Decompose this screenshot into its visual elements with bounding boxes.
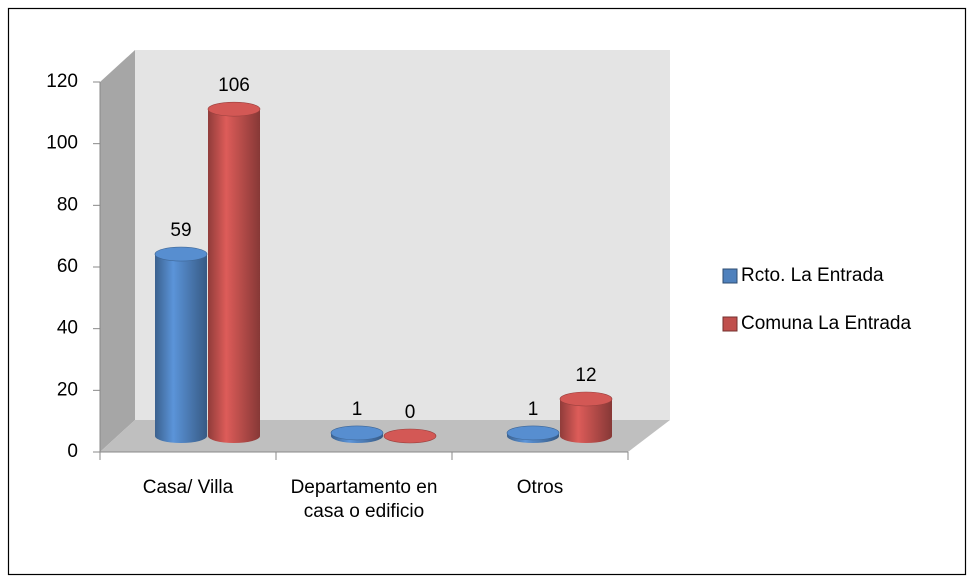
bar: [207, 101, 261, 444]
x-tick-label: Departamento en casa o edificio: [290, 477, 438, 522]
y-tick-label: 20: [57, 379, 78, 400]
bar-top: [506, 425, 560, 441]
bar: [383, 428, 437, 444]
bar: [330, 425, 384, 443]
x-tick-label: Casa/ Villa: [142, 477, 234, 498]
bar-body: [560, 399, 612, 443]
back-wall: [135, 50, 670, 420]
data-label: 1: [352, 399, 363, 420]
side-wall: [100, 50, 135, 452]
bar-top: [383, 428, 437, 444]
y-tick-label: 40: [57, 318, 78, 339]
bar-top: [559, 391, 613, 407]
y-tick-label: 80: [57, 194, 78, 215]
y-tick-label: 120: [46, 71, 78, 92]
legend-swatch: [722, 268, 738, 284]
bar: [154, 246, 208, 443]
legend-label: Rcto. La Entrada: [741, 265, 884, 286]
bar-body: [155, 254, 207, 443]
bar-body: [208, 109, 260, 444]
y-tick-label: 60: [57, 256, 78, 277]
bar: [506, 425, 560, 443]
y-tick-label: 100: [46, 133, 78, 154]
legend-label: Comuna La Entrada: [741, 313, 911, 334]
data-label: 12: [575, 365, 596, 386]
data-label: 1: [528, 399, 539, 420]
bar-top: [207, 101, 261, 117]
data-label: 59: [170, 220, 191, 241]
x-tick-label: Otros: [516, 477, 564, 498]
bar: [559, 391, 613, 443]
data-label: 0: [405, 402, 416, 423]
data-label: 106: [218, 75, 250, 96]
y-tick-label: 0: [67, 441, 78, 462]
legend-swatch: [722, 316, 738, 332]
bar-top: [154, 246, 208, 262]
bar-top: [330, 425, 384, 441]
